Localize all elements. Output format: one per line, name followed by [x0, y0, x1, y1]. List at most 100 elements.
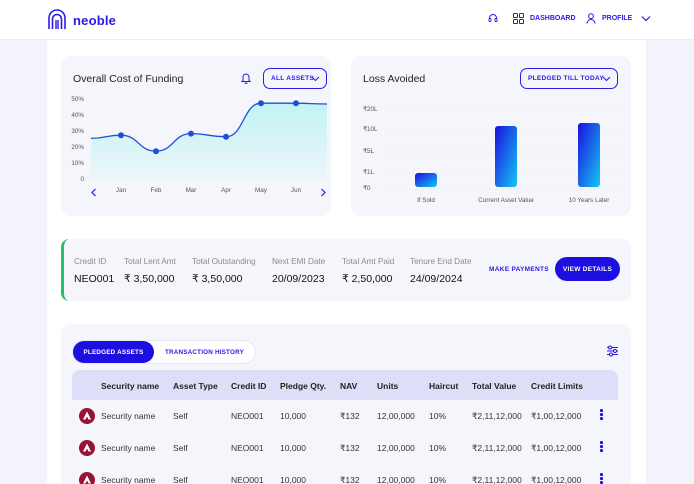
col-total-value[interactable]: Total Value — [472, 381, 517, 391]
field-value: 24/09/2024 — [410, 273, 463, 285]
table-cell: NEO001 — [231, 411, 264, 421]
col-nav[interactable]: NAV — [340, 381, 358, 391]
table-cell: 12,00,000 — [377, 443, 415, 453]
bar[interactable] — [415, 173, 437, 187]
y-tick-label: ₹5L — [363, 148, 375, 155]
col-credit-limits[interactable]: Credit Limits — [531, 381, 583, 391]
y-tick-label: 50% — [71, 96, 84, 103]
table-cell: Security name — [101, 443, 156, 453]
security-logo-icon — [79, 472, 95, 484]
data-point[interactable] — [293, 100, 299, 107]
data-point[interactable] — [153, 148, 159, 155]
table-header: Security name Asset Type Credit ID Pledg… — [72, 370, 618, 400]
data-point[interactable] — [188, 130, 194, 137]
y-tick-label: ₹0 — [363, 185, 371, 192]
col-credit-id[interactable]: Credit ID — [231, 381, 267, 391]
table-cell: 10,000 — [280, 443, 306, 453]
chart-next-arrow-icon[interactable] — [319, 188, 327, 197]
grid-icon — [513, 13, 524, 24]
table-cell: ₹1,00,12,000 — [531, 443, 582, 453]
data-point[interactable] — [118, 132, 124, 139]
table-cell: 12,00,000 — [377, 475, 415, 484]
col-units[interactable]: Units — [377, 381, 399, 391]
bar[interactable] — [495, 126, 517, 187]
neoble-logo-icon — [48, 9, 66, 29]
area-fill — [91, 103, 327, 180]
next-emi-field: Next EMI Date 20/09/2023 — [272, 257, 325, 285]
table-cell: 12,00,000 — [377, 411, 415, 421]
col-pledge-qty[interactable]: Pledge Qty. — [280, 381, 327, 391]
dashboard-nav[interactable]: DASHBOARD — [513, 13, 576, 24]
table-cell: 10,000 — [280, 411, 306, 421]
view-details-button[interactable]: VIEW DETAILS — [555, 257, 620, 281]
top-header: neoble DASHBOARD PROFILE — [0, 0, 694, 40]
asset-filter-value: ALL ASSETS — [271, 75, 315, 82]
total-lent-field: Total Lent Amt ₹ 3,50,000 — [124, 257, 176, 285]
table-cell: NEO001 — [231, 443, 264, 453]
series-line — [90, 102, 328, 152]
row-more-icon[interactable] — [600, 473, 603, 484]
x-tick-label: Jan — [115, 187, 127, 194]
total-paid-field: Total Amt Paid ₹ 2,50,000 — [342, 257, 394, 285]
table-cell: ₹132 — [340, 475, 360, 484]
chevron-down-icon — [641, 16, 651, 22]
field-label: Credit ID — [74, 257, 107, 266]
field-value: ₹ 2,50,000 — [342, 273, 393, 285]
tab-pledged-assets[interactable]: PLEDGED ASSETS — [73, 341, 154, 363]
field-label: Total Amt Paid — [342, 257, 395, 266]
data-point[interactable] — [258, 100, 264, 107]
profile-menu[interactable]: PROFILE — [586, 13, 651, 24]
col-asset-type[interactable]: Asset Type — [173, 381, 218, 391]
pledge-filter-dropdown[interactable]: PLEDGED TILL TODAY — [520, 68, 618, 89]
table-cell: Self — [173, 475, 188, 484]
table-cell: 10% — [429, 475, 447, 484]
row-more-icon[interactable] — [600, 409, 603, 422]
asset-filter-dropdown[interactable]: ALL ASSETS — [263, 68, 327, 89]
col-security-name[interactable]: Security name — [101, 381, 160, 391]
funding-title: Overall Cost of Funding — [73, 73, 184, 85]
loss-avoided-card: Loss Avoided PLEDGED TILL TODAY ₹20L ₹10L… — [351, 56, 631, 216]
credit-id-field: Credit ID NEO001 — [74, 257, 114, 285]
y-tick-label: 10% — [71, 160, 84, 167]
chart-prev-arrow-icon[interactable] — [90, 188, 98, 197]
table-cell: ₹1,00,12,000 — [531, 475, 582, 484]
y-tick-label: 0 — [80, 176, 84, 183]
table-cell: ₹1,00,12,000 — [531, 411, 582, 421]
funding-area-chart — [90, 100, 328, 180]
make-payments-button[interactable]: MAKE PAYMENTS — [489, 266, 549, 273]
loss-bar-chart — [385, 109, 619, 190]
field-label: Tenure End Date — [410, 257, 472, 266]
col-haircut[interactable]: Haircut — [429, 381, 459, 391]
table-cell: Self — [173, 443, 188, 453]
security-logo-icon — [79, 440, 95, 456]
table-row[interactable]: Security name Self NEO001 10,000 ₹132 12,00,0… — [72, 400, 618, 432]
x-tick-label: Current Asset Value — [478, 197, 534, 204]
x-tick-label: Feb — [150, 187, 162, 194]
brand-name: neoble — [73, 12, 117, 28]
table-cell: Self — [173, 411, 188, 421]
funding-card: Overall Cost of Funding ALL ASSETS 50% 40… — [61, 56, 331, 216]
row-more-icon[interactable] — [600, 441, 603, 454]
support-button[interactable] — [488, 13, 498, 23]
tab-transaction-history[interactable]: TRANSACTION HISTORY — [164, 348, 244, 356]
filter-sliders-icon[interactable] — [606, 345, 619, 357]
bell-icon[interactable] — [241, 72, 251, 84]
table-cell: 10,000 — [280, 475, 306, 484]
x-tick-label: 10 Years Later — [568, 197, 610, 204]
bar[interactable] — [578, 123, 600, 187]
chevron-down-icon — [602, 76, 611, 82]
field-label: Total Outstanding — [192, 257, 256, 266]
data-point[interactable] — [223, 133, 229, 140]
table-row[interactable]: Security name Self NEO001 10,000 ₹132 12,00,0… — [72, 432, 618, 464]
security-logo-icon — [79, 408, 95, 424]
table-cell: ₹132 — [340, 411, 360, 421]
y-tick-label: 40% — [71, 112, 84, 119]
pledge-filter-value: PLEDGED TILL TODAY — [528, 75, 605, 82]
brand-logo[interactable]: neoble — [47, 9, 116, 31]
x-tick-label: May — [255, 187, 267, 194]
x-tick-label: Jun — [290, 187, 302, 194]
total-outstanding-field: Total Outstanding ₹ 3,50,000 — [192, 257, 256, 285]
table-row[interactable]: Security name Self NEO001 10,000 ₹132 12,00,0… — [72, 464, 618, 484]
x-tick-label: If Sold — [417, 197, 435, 204]
field-value: ₹ 3,50,000 — [192, 273, 243, 285]
